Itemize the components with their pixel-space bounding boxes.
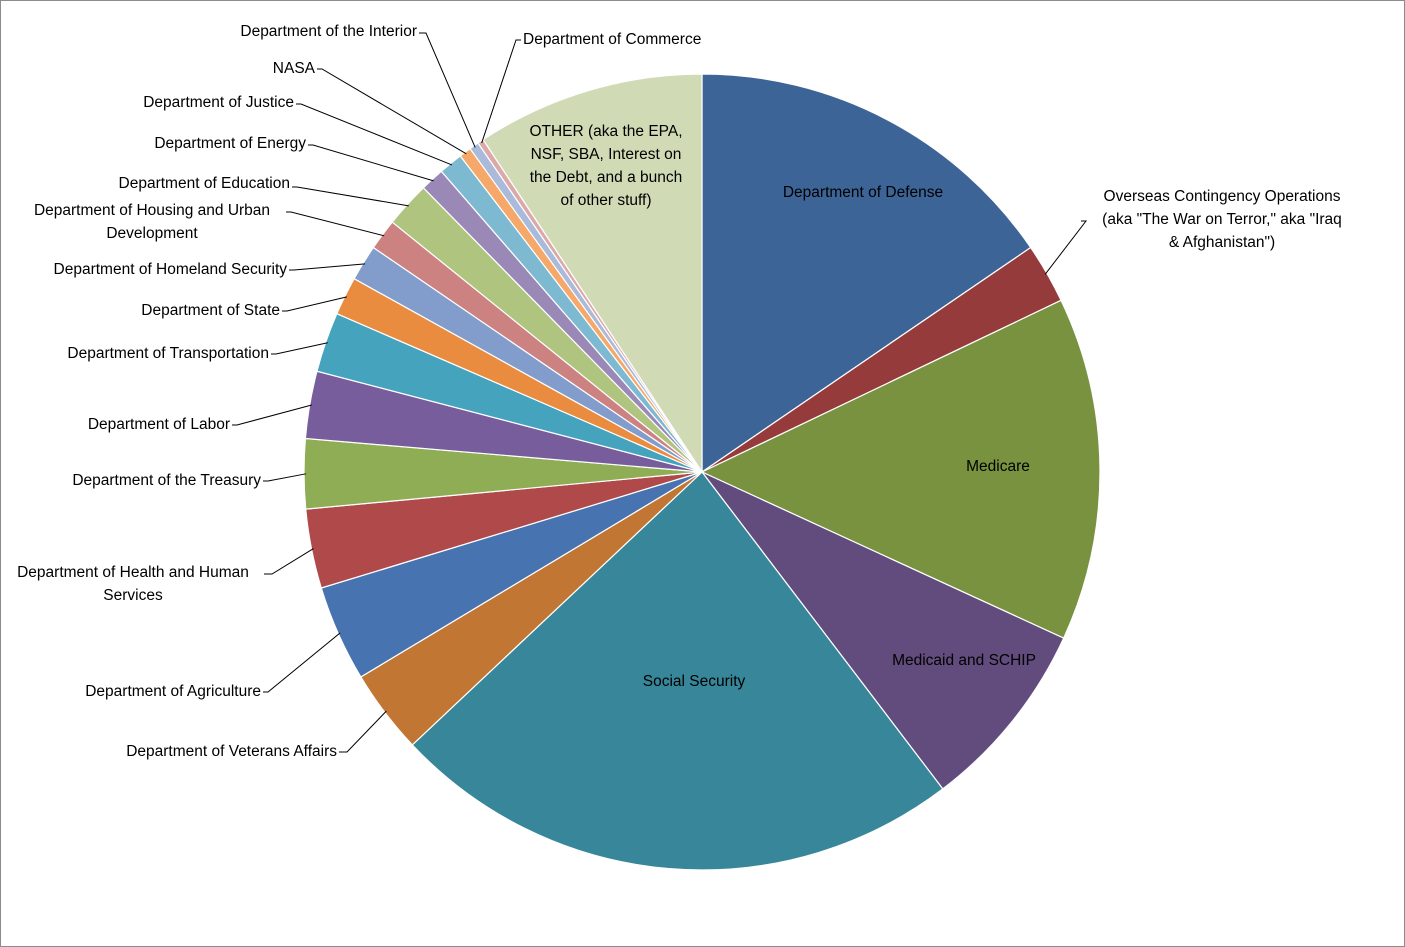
slice-label-other-aka-the-epa-nsf-sba-interest-on-the-debt-a: OTHER (aka the EPA, NSF, SBA, Interest on… — [529, 123, 682, 209]
slice-label-department-of-defense: Department of Defense — [783, 184, 943, 201]
slice-label-department-of-health-and-human-services: Department of Health and Human Services — [17, 564, 249, 604]
slice-label-department-of-state: Department of State — [141, 302, 280, 319]
leader-line-department-of-the-interior — [419, 32, 476, 148]
leader-line-overseas-contingency-operations-aka-the-war-on-t — [1044, 220, 1088, 275]
slice-label-department-of-veterans-affairs: Department of Veterans Affairs — [126, 743, 337, 760]
leader-line-department-of-education — [292, 186, 409, 207]
leader-line-department-of-the-treasury — [263, 473, 307, 482]
slice-label-department-of-agriculture: Department of Agriculture — [85, 683, 261, 700]
leader-line-department-of-state — [282, 296, 347, 312]
pie-slice-other-aka-the-epa-nsf-sba-interest-on-the-debt-a — [482, 73, 703, 475]
pie-slice-department-of-defense — [701, 73, 1032, 474]
leader-line-department-of-energy — [308, 144, 434, 182]
pie-slice-medicare — [700, 299, 1101, 639]
leader-line-department-of-veterans-affairs — [339, 710, 387, 753]
slice-label-department-of-labor: Department of Labor — [88, 416, 230, 433]
leader-line-department-of-transportation — [271, 342, 328, 355]
pie-slice-social-security — [411, 471, 944, 871]
slice-label-department-of-energy: Department of Energy — [154, 135, 306, 152]
slice-label-medicare: Medicare — [966, 458, 1030, 475]
slice-label-department-of-justice: Department of Justice — [143, 94, 294, 111]
leader-line-nasa — [317, 68, 467, 155]
slice-label-social-security: Social Security — [643, 673, 746, 690]
pie-slice-medicaid-and-schip — [701, 471, 1065, 790]
slice-label-overseas-contingency-operations-aka-the-war-on-t: Overseas Contingency Operations (aka "The… — [1102, 188, 1342, 251]
slice-label-nasa: NASA — [273, 60, 316, 77]
slice-label-department-of-commerce: Department of Commerce — [523, 31, 701, 48]
leader-line-department-of-agriculture — [263, 632, 341, 693]
slice-label-department-of-the-interior: Department of the Interior — [240, 23, 417, 40]
leader-line-department-of-homeland-security — [289, 263, 366, 271]
slice-label-department-of-transportation: Department of Transportation — [67, 345, 269, 362]
leader-line-department-of-housing-and-urban-development — [286, 211, 385, 237]
leader-lines — [232, 32, 1088, 753]
pie-slices — [303, 73, 1101, 871]
leader-line-department-of-justice — [296, 103, 453, 166]
leader-line-department-of-commerce — [481, 39, 521, 144]
slice-labels: Department of Defense Overseas Contingenc… — [17, 23, 1342, 760]
slice-label-medicaid-and-schip: Medicaid and SCHIP — [892, 652, 1036, 669]
leader-line-department-of-labor — [232, 404, 312, 426]
leader-line-department-of-health-and-human-services — [264, 548, 314, 575]
slice-label-department-of-education: Department of Education — [119, 175, 290, 192]
slice-label-department-of-the-treasury: Department of the Treasury — [72, 472, 261, 489]
slice-label-department-of-homeland-security: Department of Homeland Security — [54, 261, 288, 278]
slice-label-department-of-housing-and-urban-development: Department of Housing and Urban Developme… — [34, 202, 270, 242]
